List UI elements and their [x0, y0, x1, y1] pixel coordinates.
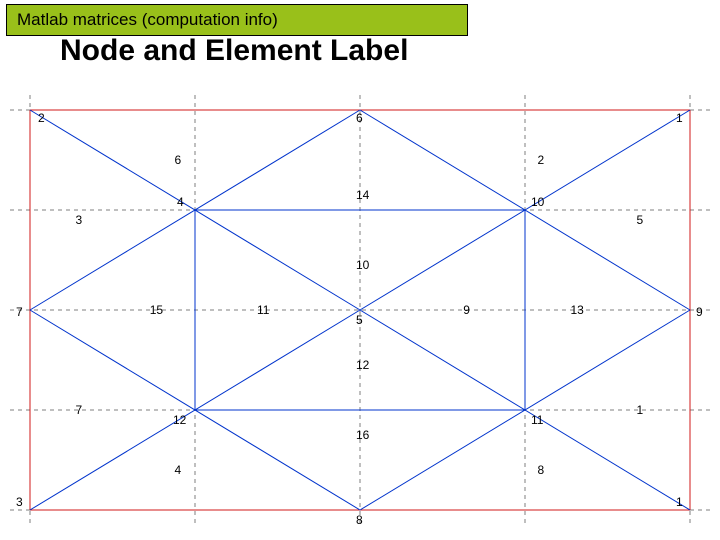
svg-text:10: 10 — [531, 195, 545, 209]
mesh-diagram: 261410759121138162143510151191312711648 — [0, 0, 720, 540]
svg-text:2: 2 — [538, 153, 545, 167]
svg-text:2: 2 — [38, 111, 45, 125]
svg-text:1: 1 — [637, 403, 644, 417]
svg-text:3: 3 — [76, 213, 83, 227]
svg-text:6: 6 — [356, 111, 363, 125]
svg-text:6: 6 — [175, 153, 182, 167]
svg-text:7: 7 — [16, 305, 23, 319]
svg-text:4: 4 — [177, 195, 184, 209]
svg-text:8: 8 — [538, 463, 545, 477]
svg-text:9: 9 — [696, 305, 703, 319]
svg-text:12: 12 — [173, 413, 187, 427]
svg-text:1: 1 — [676, 495, 683, 509]
svg-text:4: 4 — [175, 463, 182, 477]
svg-text:11: 11 — [257, 303, 270, 317]
svg-text:15: 15 — [150, 303, 164, 317]
svg-text:10: 10 — [356, 258, 370, 272]
svg-text:1: 1 — [676, 111, 683, 125]
svg-text:5: 5 — [356, 313, 363, 327]
svg-text:8: 8 — [356, 513, 363, 527]
svg-text:14: 14 — [356, 188, 370, 202]
svg-text:7: 7 — [76, 403, 83, 417]
svg-text:5: 5 — [637, 213, 644, 227]
svg-text:9: 9 — [463, 303, 470, 317]
svg-text:12: 12 — [356, 358, 370, 372]
svg-text:3: 3 — [16, 495, 23, 509]
svg-text:13: 13 — [571, 303, 585, 317]
svg-text:16: 16 — [356, 428, 370, 442]
svg-text:11: 11 — [531, 413, 544, 427]
